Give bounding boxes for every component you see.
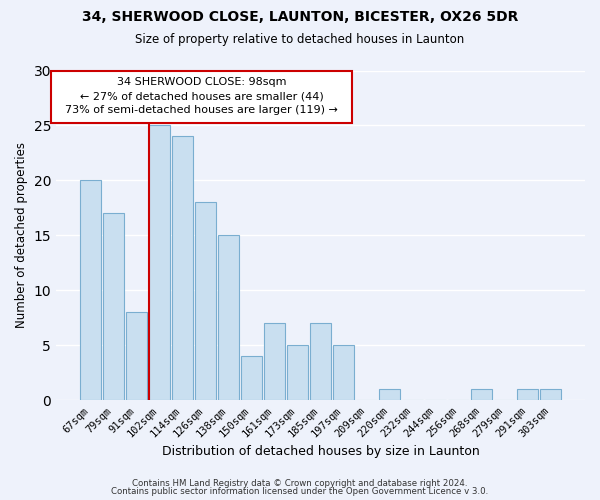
- Text: Size of property relative to detached houses in Launton: Size of property relative to detached ho…: [136, 32, 464, 46]
- FancyBboxPatch shape: [51, 70, 352, 124]
- Bar: [126, 312, 147, 400]
- Bar: [471, 390, 492, 400]
- Bar: [218, 236, 239, 400]
- Bar: [149, 126, 170, 400]
- Text: Contains public sector information licensed under the Open Government Licence v : Contains public sector information licen…: [112, 487, 488, 496]
- Bar: [333, 346, 354, 401]
- Bar: [103, 214, 124, 400]
- Text: 34, SHERWOOD CLOSE, LAUNTON, BICESTER, OX26 5DR: 34, SHERWOOD CLOSE, LAUNTON, BICESTER, O…: [82, 10, 518, 24]
- Bar: [310, 324, 331, 400]
- X-axis label: Distribution of detached houses by size in Launton: Distribution of detached houses by size …: [161, 444, 479, 458]
- Bar: [195, 202, 216, 400]
- Y-axis label: Number of detached properties: Number of detached properties: [15, 142, 28, 328]
- Bar: [517, 390, 538, 400]
- Bar: [379, 390, 400, 400]
- Bar: [287, 346, 308, 401]
- Bar: [80, 180, 101, 400]
- Text: Contains HM Land Registry data © Crown copyright and database right 2024.: Contains HM Land Registry data © Crown c…: [132, 478, 468, 488]
- Bar: [172, 136, 193, 400]
- Text: 34 SHERWOOD CLOSE: 98sqm
← 27% of detached houses are smaller (44)
73% of semi-d: 34 SHERWOOD CLOSE: 98sqm ← 27% of detach…: [65, 77, 338, 115]
- Bar: [264, 324, 285, 400]
- Bar: [241, 356, 262, 401]
- Bar: [540, 390, 561, 400]
